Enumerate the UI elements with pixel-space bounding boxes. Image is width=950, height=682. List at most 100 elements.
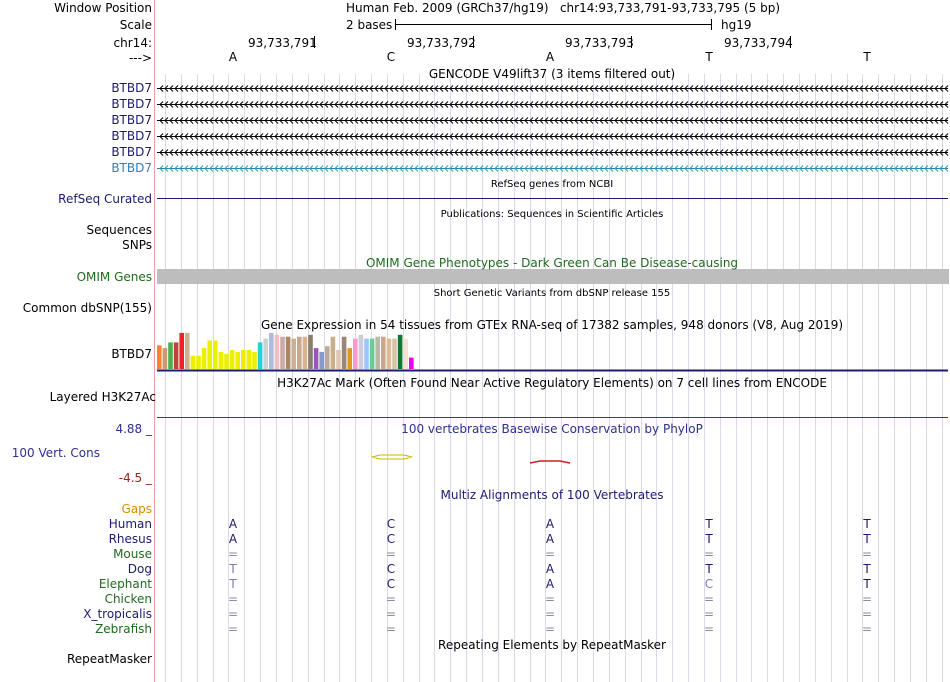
alignment-base: T: [705, 562, 713, 576]
alignment-base: =: [385, 622, 397, 636]
gene-chevron: [159, 133, 949, 140]
alignment-base: C: [386, 562, 396, 576]
gtex-bar: [162, 348, 168, 369]
h3k27ac-label[interactable]: Layered H3K27Ac: [49, 390, 156, 404]
dbsnp-label[interactable]: Common dbSNP(155): [22, 301, 152, 315]
alignment-base: T: [863, 532, 871, 546]
gtex-bar: [257, 342, 263, 369]
strand-label: --->: [128, 51, 152, 65]
repeatmasker-track-title[interactable]: Repeating Elements by RepeatMasker: [438, 638, 666, 652]
gtex-bar: [353, 338, 358, 369]
gtex-bar: [336, 350, 341, 369]
gencode-label-1[interactable]: BTBD7: [111, 81, 152, 95]
phylop-positive-glyph: [371, 454, 413, 460]
refseq-track-title[interactable]: RefSeq genes from NCBI: [490, 179, 614, 190]
gtex-bar: [403, 338, 408, 369]
species-label-mouse[interactable]: Mouse: [113, 547, 152, 561]
scale-assembly-text: hg19: [721, 18, 752, 32]
species-label-zebrafish[interactable]: Zebrafish: [95, 622, 152, 636]
gencode-label-2[interactable]: BTBD7: [111, 97, 152, 111]
gene-chevron: [159, 149, 949, 156]
refseq-label[interactable]: RefSeq Curated: [58, 192, 152, 206]
gtex-bar: [196, 355, 201, 369]
coord-4: 93,733,794: [724, 36, 793, 50]
gtex-bar: [375, 336, 380, 369]
alignment-base: =: [861, 622, 873, 636]
alignment-base: C: [386, 532, 396, 546]
snps-label[interactable]: SNPs: [122, 238, 152, 252]
alignment-base: C: [704, 577, 714, 591]
alignment-base: A: [545, 562, 555, 576]
gtex-bar: [263, 338, 268, 369]
alignment-base: =: [227, 622, 239, 636]
multiz-track-title[interactable]: Multiz Alignments of 100 Vertebrates: [440, 488, 664, 502]
gtex-bar: [185, 332, 190, 369]
species-label-human[interactable]: Human: [108, 517, 152, 531]
alignment-base: A: [228, 517, 238, 531]
species-label-x_tropicalis[interactable]: X_tropicalis: [83, 607, 152, 621]
gtex-track-title[interactable]: Gene Expression in 54 tissues from GTEx …: [260, 318, 844, 332]
alignment-base: T: [705, 517, 713, 531]
coord-2: 93,733,792: [407, 36, 476, 50]
window-position-label: Window Position: [54, 1, 152, 15]
gencode-track-title[interactable]: GENCODE V49lift37 (3 items filtered out): [428, 67, 676, 81]
phylop-track-title[interactable]: 100 vertebrates Basewise Conservation by…: [401, 422, 703, 436]
gtex-bar: [308, 334, 313, 369]
window-position-value: Human Feb. 2009 (GRCh37/hg19) chr14:93,7…: [346, 1, 781, 15]
alignment-base: =: [385, 592, 397, 606]
phylop-label[interactable]: 100 Vert. Cons: [11, 446, 100, 460]
species-label-elephant[interactable]: Elephant: [98, 577, 152, 591]
gtex-bar: [241, 350, 246, 369]
alignment-base: =: [703, 622, 715, 636]
gene-chevron: [159, 85, 949, 92]
alignment-base: =: [385, 607, 397, 621]
alignment-base: C: [386, 517, 396, 531]
gtex-bar: [157, 345, 162, 369]
dbsnp-track-title[interactable]: Short Genetic Variants from dbSNP releas…: [433, 288, 671, 299]
gencode-label-4[interactable]: BTBD7: [111, 129, 152, 143]
sequences-label[interactable]: Sequences: [86, 223, 152, 237]
omim-label[interactable]: OMIM Genes: [76, 270, 152, 284]
gencode-label-6[interactable]: BTBD7: [111, 161, 152, 175]
alignment-base: T: [229, 577, 237, 591]
alignment-base: =: [703, 592, 715, 606]
alignment-base: A: [545, 577, 555, 591]
phylop-negative-glyph: [529, 460, 571, 464]
gtex-label[interactable]: BTBD7: [111, 347, 152, 361]
species-label-rhesus[interactable]: Rhesus: [108, 532, 152, 546]
h3k27ac-track-title[interactable]: H3K27Ac Mark (Often Found Near Active Re…: [277, 376, 827, 390]
alignment-base: =: [861, 607, 873, 621]
gene-chevron: [159, 165, 949, 172]
gtex-bar: [291, 338, 296, 369]
gtex-bar: [381, 336, 386, 369]
gtex-bar: [319, 351, 324, 369]
gtex-bar: [201, 348, 207, 369]
coord-1: 93,733,791: [248, 36, 317, 50]
gtex-bar: [246, 350, 252, 369]
alignment-base: T: [863, 517, 871, 531]
publications-track-title[interactable]: Publications: Sequences in Scientific Ar…: [440, 209, 664, 220]
gtex-bar: [213, 340, 218, 369]
repeatmasker-label[interactable]: RepeatMasker: [66, 652, 152, 666]
gtex-bar: [341, 336, 347, 369]
label-separator: [154, 0, 155, 682]
gtex-bar: [313, 348, 319, 369]
alignment-base: T: [705, 532, 713, 546]
omim-track-title[interactable]: OMIM Gene Phenotypes - Dark Green Can Be…: [365, 256, 739, 270]
alignment-base: C: [386, 577, 396, 591]
gencode-label-5[interactable]: BTBD7: [111, 145, 152, 159]
alignment-base: =: [861, 547, 873, 561]
gtex-bar: [397, 334, 403, 369]
gtex-bar: [229, 350, 235, 369]
species-label-dog[interactable]: Dog: [127, 562, 152, 576]
gtex-bar: [302, 336, 308, 369]
alignment-base: =: [227, 592, 239, 606]
gaps-label[interactable]: Gaps: [121, 502, 152, 516]
gtex-bar: [173, 342, 179, 369]
species-label-chicken[interactable]: Chicken: [104, 592, 152, 606]
alignment-base: =: [861, 592, 873, 606]
alignment-base: T: [863, 562, 871, 576]
gencode-label-3[interactable]: BTBD7: [111, 113, 152, 127]
